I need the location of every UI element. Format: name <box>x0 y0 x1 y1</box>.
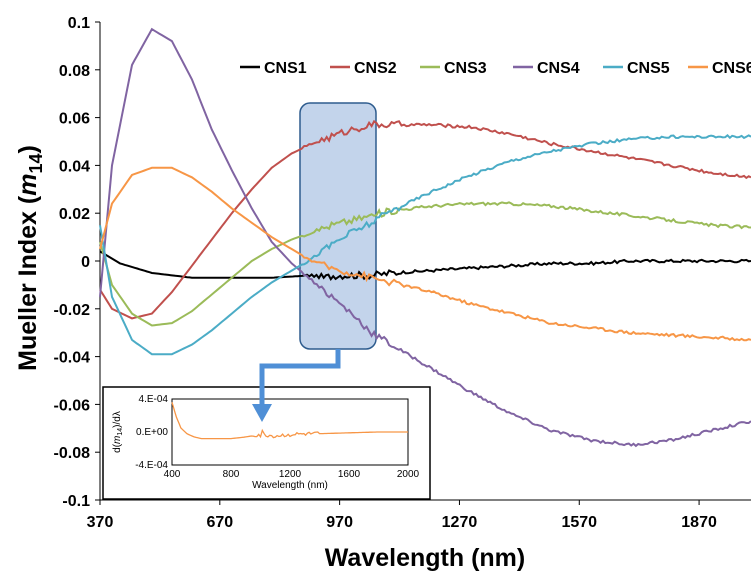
inset-y-title-prefix: d( <box>112 443 123 453</box>
series-line-cns3 <box>99 201 751 327</box>
series-line-cns5 <box>99 133 751 356</box>
y-tick-label: 0.08 <box>59 63 90 80</box>
connector-arrow-head <box>252 404 272 422</box>
y-tick-label: -0.1 <box>62 493 90 510</box>
x-axis-title: Wavelength (nm) <box>325 544 525 572</box>
y-tick-label: -0.04 <box>54 350 91 367</box>
inset-x-tick-label: 800 <box>223 469 240 480</box>
x-tick-label: 1870 <box>681 514 717 531</box>
inset-x-tick-label: 1600 <box>338 469 361 480</box>
x-tick-label: 970 <box>326 514 353 531</box>
series-line-cns4 <box>99 27 751 448</box>
legend: CNS1 CNS2 CNS3 CNS4 CNS5 CNS6 <box>240 60 751 77</box>
connector-arrow-line <box>259 349 341 404</box>
legend-label: CNS5 <box>627 60 670 77</box>
inset-y-title-suffix: )/dλ <box>112 411 123 428</box>
y-tick-label: -0.02 <box>54 302 91 319</box>
legend-label: CNS1 <box>264 60 307 77</box>
legend-label: CNS3 <box>444 60 487 77</box>
legend-label: CNS6 <box>712 60 751 77</box>
inset-y-title-sub: 14 <box>117 428 124 436</box>
inset-x-tick-label: 400 <box>164 469 181 480</box>
y-tick-label: -0.06 <box>54 397 91 414</box>
x-tick-label: 370 <box>87 514 114 531</box>
x-tick-label: 670 <box>206 514 233 531</box>
y-axis-title-main: Mueller Index ( <box>14 195 42 371</box>
legend-label: CNS4 <box>537 60 580 77</box>
inset-x-tick-label: 1200 <box>279 469 302 480</box>
inset-y-tick-label: 0.E+00 <box>136 427 168 438</box>
inset-x-tick-label: 2000 <box>397 469 420 480</box>
y-tick-label: 0.06 <box>59 111 90 128</box>
y-axis-title: Mueller Index (m14) <box>14 145 46 371</box>
inset-y-tick-label: -4.E-04 <box>135 460 168 471</box>
y-tick-label: 0.02 <box>59 206 90 223</box>
axes: 0.1 0.08 0.06 0.04 0.02 0 -0.02 -0.04 -0.06 -0.08… <box>54 15 751 531</box>
series-line-cns1 <box>99 250 751 282</box>
series-line-cns6 <box>99 166 751 342</box>
y-axis-title-end: ) <box>14 145 42 153</box>
y-tick-label: -0.08 <box>54 445 91 462</box>
series-lines <box>99 27 751 448</box>
y-tick-label: 0 <box>81 254 90 271</box>
legend-label: CNS2 <box>354 60 397 77</box>
x-tick-label: 1570 <box>561 514 597 531</box>
y-axis-title-var: m <box>14 174 42 196</box>
inset-y-tick-label: 4.E-04 <box>139 394 169 405</box>
y-axis-title-sub: 14 <box>26 154 46 174</box>
y-tick-label: 0.04 <box>59 158 90 175</box>
inset-series-line <box>171 402 408 440</box>
x-tick-label: 1270 <box>442 514 478 531</box>
series-line-cns2 <box>99 119 751 320</box>
y-tick-label: 0.1 <box>68 15 90 32</box>
inset-x-axis-title: Wavelength (nm) <box>252 480 328 491</box>
inset-y-axis-title: d(m14)/dλ <box>112 411 124 453</box>
inset-y-title-var: m <box>112 436 123 444</box>
